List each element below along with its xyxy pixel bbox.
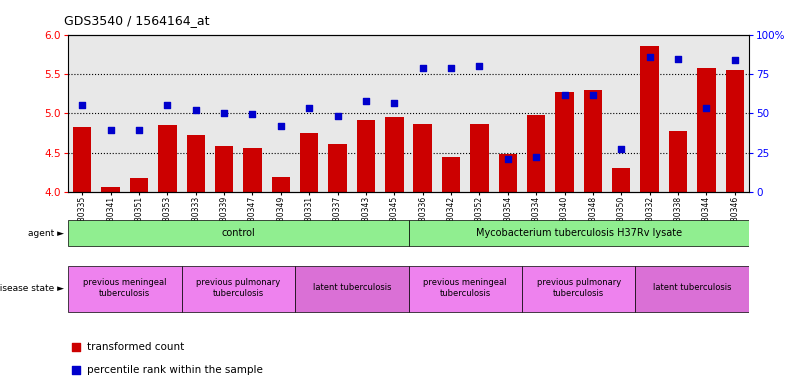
Text: transformed count: transformed count <box>87 342 184 352</box>
Point <box>189 107 202 113</box>
Bar <box>498 154 517 192</box>
Point <box>388 100 400 106</box>
Bar <box>68 266 182 312</box>
Bar <box>182 266 295 312</box>
Point <box>728 57 741 63</box>
Point <box>529 154 542 161</box>
Bar <box>300 133 319 192</box>
Point <box>218 110 231 116</box>
Bar <box>612 167 630 192</box>
Bar <box>635 266 749 312</box>
Bar <box>187 135 205 192</box>
Bar <box>584 91 602 192</box>
Text: previous meningeal
tuberculosis: previous meningeal tuberculosis <box>424 278 507 298</box>
Bar <box>130 178 148 192</box>
Point <box>246 111 259 117</box>
Bar <box>409 266 522 312</box>
Point <box>417 65 429 71</box>
Bar <box>102 187 120 192</box>
Bar <box>413 124 432 192</box>
Bar <box>669 131 687 192</box>
Point <box>161 103 174 109</box>
Bar <box>272 177 290 192</box>
Bar <box>641 46 659 192</box>
Point <box>360 98 372 104</box>
Bar <box>442 157 461 192</box>
Point <box>473 63 486 69</box>
Bar <box>385 117 404 192</box>
Point <box>76 103 89 109</box>
Bar <box>555 92 574 192</box>
Text: disease state ►: disease state ► <box>0 285 64 293</box>
Point <box>104 127 117 133</box>
Bar <box>356 119 375 192</box>
Point <box>671 56 684 62</box>
Bar <box>244 148 262 192</box>
Text: control: control <box>221 228 256 238</box>
Bar <box>215 146 233 192</box>
Text: latent tuberculosis: latent tuberculosis <box>653 283 731 293</box>
Point <box>70 344 83 350</box>
Point <box>331 113 344 119</box>
Text: previous pulmonary
tuberculosis: previous pulmonary tuberculosis <box>196 278 280 298</box>
Bar <box>328 144 347 192</box>
Point <box>643 53 656 60</box>
Point <box>445 65 457 71</box>
Bar <box>522 266 635 312</box>
Point <box>70 367 83 373</box>
Bar <box>470 124 489 192</box>
Point <box>700 105 713 111</box>
Point <box>586 92 599 98</box>
Bar <box>726 70 744 192</box>
Bar <box>73 127 91 192</box>
Point <box>558 92 571 98</box>
Point <box>501 156 514 162</box>
Point <box>303 105 316 111</box>
Text: percentile rank within the sample: percentile rank within the sample <box>87 365 263 375</box>
Text: Mycobacterium tuberculosis H37Rv lysate: Mycobacterium tuberculosis H37Rv lysate <box>476 228 682 238</box>
Bar <box>295 266 409 312</box>
Point <box>133 127 146 133</box>
Text: latent tuberculosis: latent tuberculosis <box>312 283 391 293</box>
Bar <box>68 220 409 246</box>
Point <box>275 123 288 129</box>
Text: previous pulmonary
tuberculosis: previous pulmonary tuberculosis <box>537 278 621 298</box>
Point <box>615 146 628 152</box>
Bar <box>527 115 545 192</box>
Text: previous meningeal
tuberculosis: previous meningeal tuberculosis <box>83 278 167 298</box>
Bar <box>697 68 715 192</box>
Text: agent ►: agent ► <box>28 229 64 238</box>
Text: GDS3540 / 1564164_at: GDS3540 / 1564164_at <box>64 14 210 27</box>
Bar <box>158 125 176 192</box>
Bar <box>409 220 749 246</box>
